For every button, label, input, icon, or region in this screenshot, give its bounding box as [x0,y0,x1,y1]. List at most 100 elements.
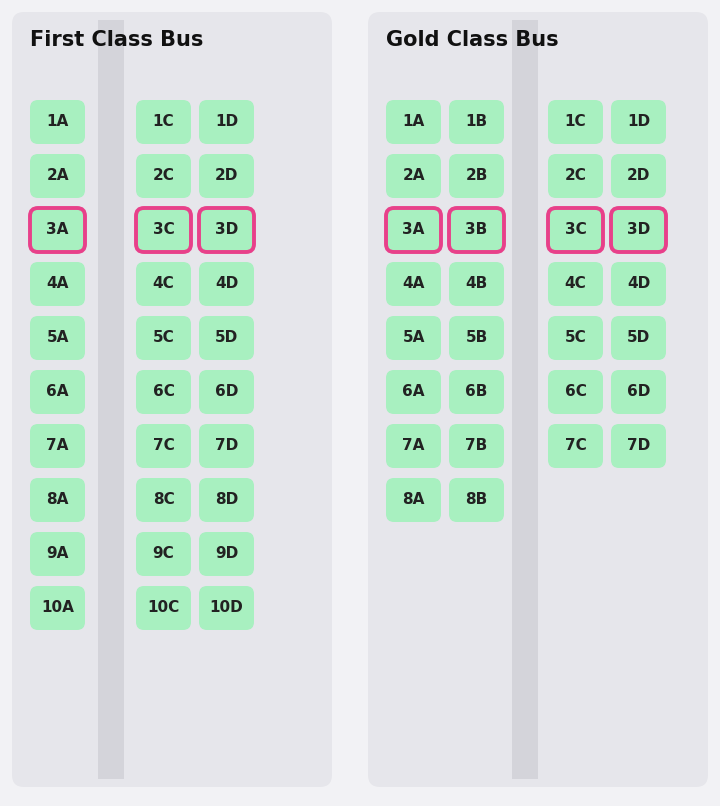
Text: 3C: 3C [153,222,174,238]
FancyBboxPatch shape [199,100,254,144]
FancyBboxPatch shape [611,370,666,414]
Text: 3C: 3C [564,222,586,238]
Text: 8C: 8C [153,492,174,508]
FancyBboxPatch shape [199,370,254,414]
FancyBboxPatch shape [136,154,191,198]
FancyBboxPatch shape [136,370,191,414]
FancyBboxPatch shape [136,100,191,144]
Text: 5B: 5B [465,330,487,346]
FancyBboxPatch shape [611,208,666,252]
Text: 5C: 5C [153,330,174,346]
Bar [512,20,538,779]
Text: 1A: 1A [46,114,68,130]
Text: 4D: 4D [627,276,650,292]
Text: Gold Class Bus: Gold Class Bus [386,30,559,50]
Text: 4A: 4A [402,276,425,292]
Text: 7A: 7A [46,438,68,454]
FancyBboxPatch shape [386,316,441,360]
Text: 7A: 7A [402,438,425,454]
FancyBboxPatch shape [136,586,191,630]
Text: 10A: 10A [41,600,74,616]
FancyBboxPatch shape [449,424,504,468]
FancyBboxPatch shape [136,316,191,360]
FancyBboxPatch shape [386,424,441,468]
Text: 7C: 7C [153,438,174,454]
FancyBboxPatch shape [199,154,254,198]
Text: 6D: 6D [215,384,238,400]
FancyBboxPatch shape [368,12,708,787]
FancyBboxPatch shape [30,424,85,468]
Text: 4B: 4B [465,276,487,292]
Text: 4D: 4D [215,276,238,292]
FancyBboxPatch shape [611,154,666,198]
FancyBboxPatch shape [30,532,85,576]
FancyBboxPatch shape [199,586,254,630]
FancyBboxPatch shape [30,154,85,198]
FancyBboxPatch shape [199,316,254,360]
Text: 6C: 6C [564,384,586,400]
Text: 8A: 8A [402,492,425,508]
Text: 10C: 10C [148,600,179,616]
Bar [98,20,124,779]
FancyBboxPatch shape [30,370,85,414]
Text: 5A: 5A [402,330,425,346]
FancyBboxPatch shape [386,262,441,306]
FancyBboxPatch shape [548,424,603,468]
FancyBboxPatch shape [30,478,85,522]
Text: 1C: 1C [153,114,174,130]
Text: 5A: 5A [46,330,68,346]
FancyBboxPatch shape [30,262,85,306]
Text: 4C: 4C [153,276,174,292]
Text: 3D: 3D [627,222,650,238]
FancyBboxPatch shape [449,100,504,144]
FancyBboxPatch shape [548,100,603,144]
Text: 2C: 2C [564,168,586,184]
Text: 3D: 3D [215,222,238,238]
FancyBboxPatch shape [199,424,254,468]
FancyBboxPatch shape [136,208,191,252]
Text: 1D: 1D [627,114,650,130]
FancyBboxPatch shape [136,478,191,522]
FancyBboxPatch shape [449,262,504,306]
FancyBboxPatch shape [199,262,254,306]
FancyBboxPatch shape [199,478,254,522]
Text: First Class Bus: First Class Bus [30,30,203,50]
FancyBboxPatch shape [449,154,504,198]
FancyBboxPatch shape [30,208,85,252]
Text: 7D: 7D [627,438,650,454]
Text: 5D: 5D [627,330,650,346]
FancyBboxPatch shape [449,478,504,522]
Text: 7C: 7C [564,438,586,454]
FancyBboxPatch shape [449,208,504,252]
Text: 7B: 7B [465,438,487,454]
FancyBboxPatch shape [386,370,441,414]
FancyBboxPatch shape [449,316,504,360]
FancyBboxPatch shape [548,208,603,252]
Text: 8D: 8D [215,492,238,508]
Text: 1D: 1D [215,114,238,130]
FancyBboxPatch shape [30,100,85,144]
Text: 5C: 5C [564,330,586,346]
FancyBboxPatch shape [548,370,603,414]
Text: 6C: 6C [153,384,174,400]
Text: 7D: 7D [215,438,238,454]
Text: 6D: 6D [627,384,650,400]
FancyBboxPatch shape [449,370,504,414]
Text: 6A: 6A [46,384,68,400]
FancyBboxPatch shape [199,532,254,576]
Text: 5D: 5D [215,330,238,346]
Text: 2C: 2C [153,168,174,184]
FancyBboxPatch shape [30,316,85,360]
FancyBboxPatch shape [611,424,666,468]
FancyBboxPatch shape [548,316,603,360]
Text: 10D: 10D [210,600,243,616]
FancyBboxPatch shape [136,424,191,468]
FancyBboxPatch shape [611,262,666,306]
FancyBboxPatch shape [136,532,191,576]
FancyBboxPatch shape [199,208,254,252]
Text: 1B: 1B [465,114,487,130]
Text: 9A: 9A [46,546,68,562]
FancyBboxPatch shape [386,208,441,252]
FancyBboxPatch shape [386,154,441,198]
FancyBboxPatch shape [611,316,666,360]
